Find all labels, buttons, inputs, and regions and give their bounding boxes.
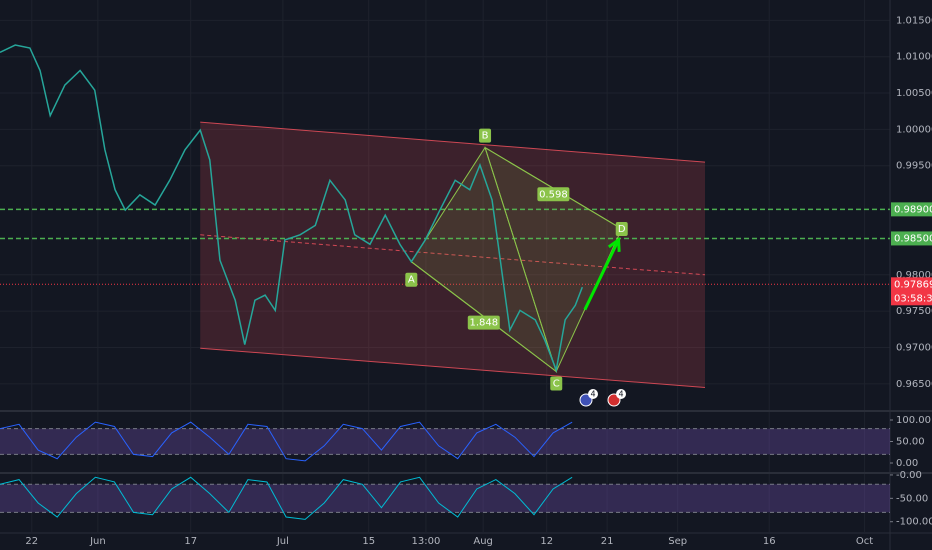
- event-count: 4: [618, 390, 623, 399]
- oscillator-line: [0, 476, 573, 520]
- ratio-label: 1.848: [469, 318, 498, 329]
- x-tick-label: 15: [362, 536, 375, 547]
- point-label: C: [553, 378, 560, 389]
- oscillator-tick-label: -50.00: [896, 493, 928, 504]
- x-tick-label: Jun: [89, 536, 106, 547]
- x-tick-label: 16: [763, 536, 776, 547]
- x-tick-label: 21: [601, 536, 614, 547]
- oscillator-line: [0, 421, 573, 462]
- event-badge: [616, 389, 626, 399]
- countdown: 03:58:32: [894, 293, 932, 304]
- point-label: D: [618, 224, 626, 235]
- channel-lower: [200, 347, 706, 388]
- level-label-bg: [891, 231, 932, 246]
- x-tick-label: 17: [184, 536, 197, 547]
- ratio-label-bg: [467, 315, 500, 330]
- event-count: 4: [590, 390, 595, 399]
- x-tick-label: 13:00: [412, 536, 441, 547]
- price-line: [0, 44, 584, 373]
- point-label-bg: [615, 221, 628, 236]
- current-price-label: 0.97869: [894, 279, 932, 290]
- ratio-label-bg: [537, 187, 570, 202]
- point-label-bg: [550, 376, 563, 391]
- x-tick-label: Sep: [668, 536, 687, 547]
- x-tick-label: 22: [25, 536, 38, 547]
- event-badge: [588, 389, 598, 399]
- oscillator-tick-label: -100.00: [896, 517, 932, 528]
- arrow: [583, 239, 620, 311]
- level-label: 0.98900: [894, 204, 932, 215]
- x-tick-label: Jul: [276, 536, 289, 547]
- y-tick-label: 1.01000: [896, 52, 932, 63]
- ratio-label: 0.598: [539, 189, 568, 200]
- oscillator-tick-label: 0.00: [896, 458, 918, 469]
- y-tick-label: 1.01500: [896, 15, 932, 26]
- oscillator-tick-label: 50.00: [896, 437, 925, 448]
- level-label-bg: [891, 202, 932, 217]
- point-label-bg: [405, 272, 418, 287]
- arrow-head: [607, 237, 621, 252]
- x-tick-label: Aug: [473, 536, 493, 547]
- point-label: B: [482, 131, 489, 142]
- price-label-bg: [891, 277, 932, 306]
- y-tick-label: 1.00500: [896, 88, 932, 99]
- x-tick-label: 12: [540, 536, 553, 547]
- point-label: A: [408, 275, 415, 286]
- x-tick-label: Oct: [856, 536, 873, 547]
- channel-upper: [200, 121, 706, 163]
- oscillator-tick-label: 100.00: [896, 415, 931, 426]
- oscillator-tick-label: -0.00: [896, 470, 922, 481]
- point-label-bg: [479, 128, 492, 143]
- level-label: 0.98500: [894, 233, 932, 244]
